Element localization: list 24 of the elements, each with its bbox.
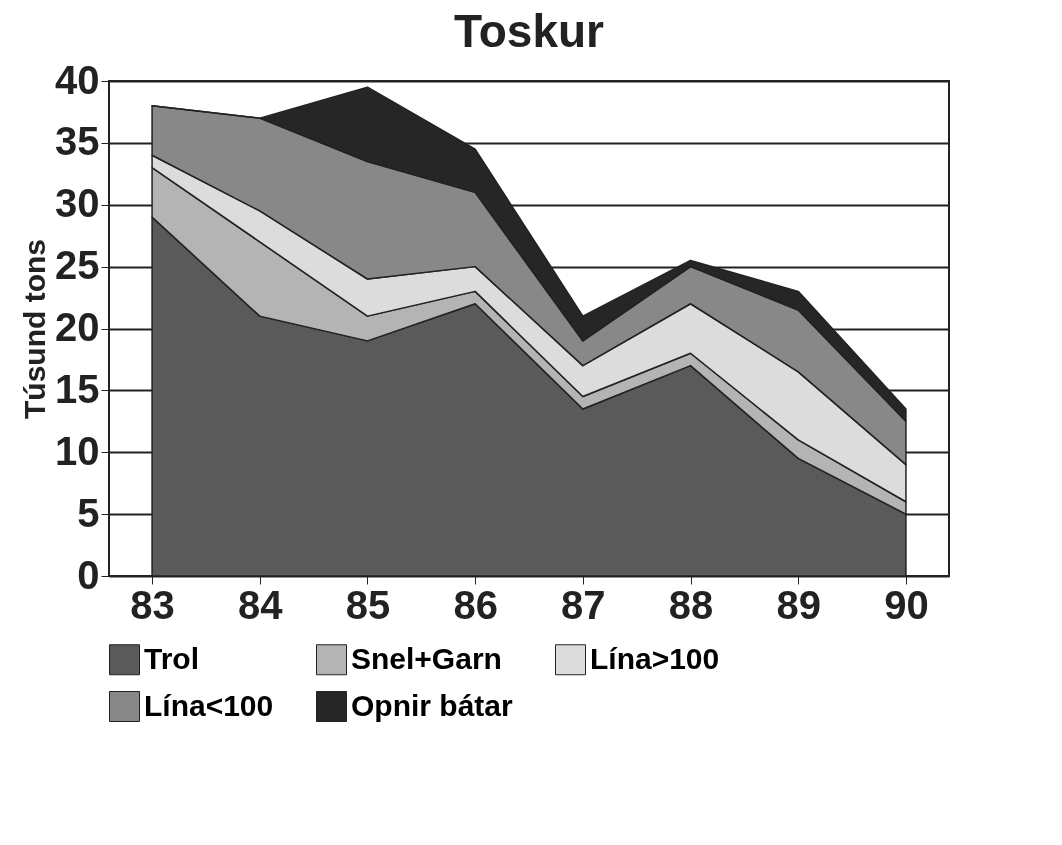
legend-label: Lína>100 xyxy=(590,641,720,675)
x-tick-label: 88 xyxy=(668,582,714,627)
x-tick-label: 86 xyxy=(453,582,498,627)
y-tick-label: 10 xyxy=(55,428,100,473)
legend-label: Trol xyxy=(144,641,200,675)
y-tick-label: 15 xyxy=(55,366,100,411)
y-tick-label: 40 xyxy=(55,57,100,102)
legend-label: Lína<100 xyxy=(144,688,274,722)
y-tick-label: 0 xyxy=(77,552,100,597)
x-tick-label: 84 xyxy=(238,582,284,627)
x-tick-label: 85 xyxy=(345,582,391,627)
chart-title: Toskur xyxy=(454,5,605,57)
y-tick-label: 5 xyxy=(77,490,100,535)
x-tick-label: 89 xyxy=(776,582,821,627)
x-tick-label: 90 xyxy=(884,582,929,627)
y-tick-label: 30 xyxy=(55,181,100,226)
y-tick-label: 20 xyxy=(55,305,100,349)
y-tick-label: 25 xyxy=(55,243,100,288)
legend-label: Snel+Garn xyxy=(351,641,502,675)
x-tick-label: 87 xyxy=(561,582,606,627)
x-tick-label: 83 xyxy=(130,582,175,627)
y-tick-label: 35 xyxy=(55,119,100,164)
y-axis-title: Túsund tons xyxy=(18,239,52,419)
legend-label: Opnir bátar xyxy=(351,688,514,722)
